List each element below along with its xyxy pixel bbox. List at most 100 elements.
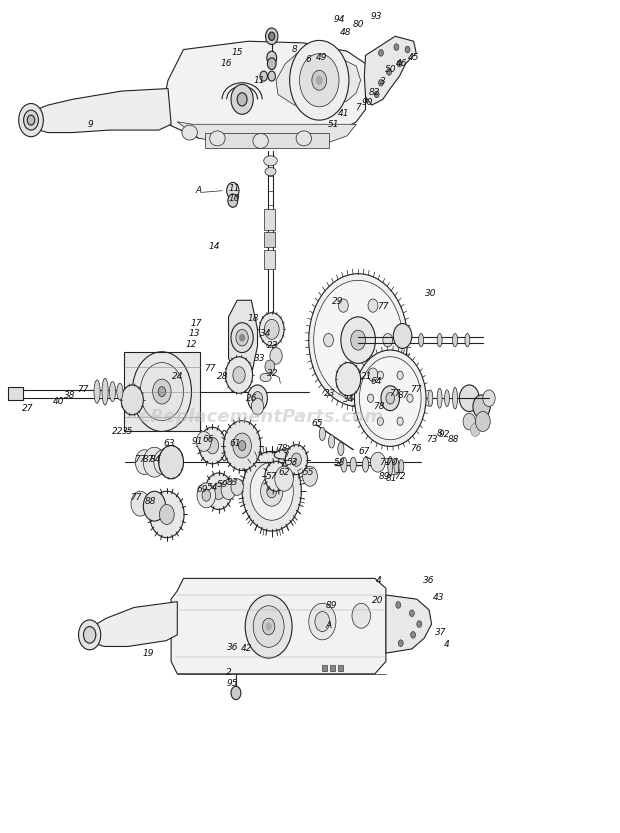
Bar [264,232,275,247]
Circle shape [312,70,327,90]
Circle shape [131,491,149,516]
Circle shape [27,115,35,125]
Text: 67: 67 [358,446,370,456]
Ellipse shape [117,383,123,400]
Circle shape [158,387,166,397]
Circle shape [368,368,378,382]
Text: 17: 17 [190,319,202,328]
Text: 45: 45 [408,53,420,62]
Polygon shape [26,88,171,132]
Circle shape [386,392,394,404]
Text: 23: 23 [267,342,279,351]
Text: 51: 51 [328,120,339,129]
Text: 33: 33 [254,354,265,363]
Text: 71: 71 [379,458,391,467]
Circle shape [154,450,172,475]
Ellipse shape [399,460,404,473]
Polygon shape [365,37,416,105]
Text: 95: 95 [227,680,239,688]
Text: 77: 77 [410,386,422,395]
Text: 15: 15 [231,48,243,57]
Circle shape [245,595,292,658]
Circle shape [206,437,219,454]
Circle shape [309,274,407,407]
Ellipse shape [94,380,100,403]
Text: 29: 29 [332,297,343,307]
Text: 77: 77 [204,364,216,373]
Circle shape [352,603,371,628]
Circle shape [379,49,383,56]
Circle shape [260,476,283,506]
Circle shape [159,505,174,525]
Circle shape [143,491,166,521]
Circle shape [483,390,495,407]
Text: 28: 28 [216,372,228,382]
Circle shape [153,379,171,404]
Text: 10: 10 [229,194,241,203]
Circle shape [360,357,421,440]
Circle shape [143,447,166,477]
Circle shape [417,621,422,627]
Bar [330,665,335,671]
Text: 81: 81 [386,474,397,483]
Text: 88: 88 [145,496,156,506]
Circle shape [236,329,248,346]
Polygon shape [171,578,386,674]
Polygon shape [90,601,177,646]
Ellipse shape [338,442,344,456]
Circle shape [315,611,330,631]
Circle shape [268,71,275,81]
Circle shape [379,79,383,86]
Circle shape [221,480,236,500]
Circle shape [159,446,184,479]
Circle shape [459,385,479,412]
Ellipse shape [428,390,433,407]
Text: 35: 35 [122,427,134,436]
Circle shape [463,413,476,430]
Text: 49: 49 [316,53,327,62]
Text: 23: 23 [324,389,335,397]
Bar [7,387,23,400]
Text: 22: 22 [112,427,123,436]
Text: 50: 50 [384,65,396,74]
Circle shape [339,299,348,312]
Circle shape [397,60,402,67]
Text: 93: 93 [371,12,383,21]
Text: 24: 24 [172,372,183,382]
Circle shape [368,394,374,402]
Circle shape [265,360,275,373]
Circle shape [383,333,392,347]
Circle shape [227,182,239,199]
Text: 72: 72 [394,471,405,481]
Circle shape [381,386,399,411]
Circle shape [231,686,241,700]
Circle shape [199,427,226,464]
Text: 61: 61 [229,438,241,447]
Text: 7: 7 [355,103,361,112]
Ellipse shape [418,333,423,347]
Polygon shape [123,352,200,431]
Bar [264,209,275,230]
Circle shape [409,610,414,616]
Text: 36: 36 [227,643,239,651]
Ellipse shape [253,133,268,148]
Circle shape [149,491,184,538]
Text: 14: 14 [208,242,220,251]
Text: 57: 57 [266,471,278,481]
Circle shape [140,362,184,421]
Circle shape [341,317,376,363]
Circle shape [410,631,415,638]
Ellipse shape [182,125,197,140]
Circle shape [386,68,391,75]
Ellipse shape [445,390,449,407]
Circle shape [202,490,211,501]
Circle shape [79,620,101,650]
Circle shape [224,421,260,471]
Text: 55: 55 [303,468,314,477]
Text: 30: 30 [425,289,436,298]
Ellipse shape [264,156,277,166]
Circle shape [251,398,264,415]
Text: 78: 78 [373,402,385,411]
Bar [264,251,275,269]
Text: 40: 40 [53,397,64,406]
